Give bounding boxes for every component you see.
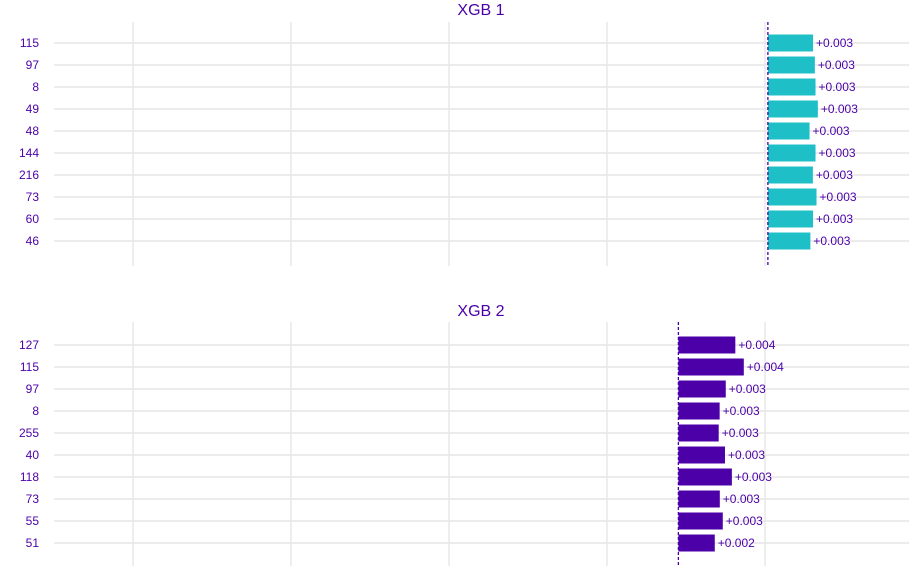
bar (767, 122, 810, 140)
y-tick-label: 8 (32, 404, 39, 418)
y-tick-label: 115 (20, 360, 39, 374)
bar-value-label: +0.003 (735, 470, 772, 484)
y-tick-label: 127 (19, 338, 39, 352)
y-tick-label: 115 (20, 36, 39, 50)
y-tick-label: 8 (32, 80, 39, 94)
y-tick-label: 216 (19, 168, 39, 182)
bar (678, 468, 732, 486)
y-tick-label: 118 (20, 470, 39, 484)
bar-value-label: +0.003 (728, 448, 765, 462)
bar (678, 512, 723, 530)
bar (767, 144, 816, 162)
bar-value-label: +0.002 (718, 536, 755, 550)
bar-value-label: +0.003 (818, 58, 855, 72)
y-tick-label: 55 (26, 514, 40, 528)
bar (767, 166, 813, 184)
bar (767, 78, 816, 96)
bar-value-label: +0.003 (729, 382, 766, 396)
bar (678, 424, 719, 442)
bar-value-label: +0.003 (726, 514, 763, 528)
bar (678, 402, 720, 420)
bar-value-label: +0.003 (820, 190, 857, 204)
bar-value-label: +0.004 (738, 338, 775, 352)
bar (767, 56, 815, 74)
y-tick-label: 97 (26, 58, 40, 72)
bar (767, 188, 817, 206)
bar-value-label: +0.004 (747, 360, 784, 374)
bar (678, 336, 736, 354)
bar (767, 232, 811, 250)
bar-value-label: +0.003 (816, 36, 853, 50)
bar-value-label: +0.003 (819, 146, 856, 160)
bar (767, 100, 818, 118)
bar (767, 210, 814, 228)
bar-value-label: +0.003 (722, 426, 759, 440)
bar-value-label: +0.003 (723, 492, 760, 506)
chart-panel-1: XGB 1 115 +0.003 97 +0.003 8 +0.003 49 +0.003 48 +… (19, 2, 909, 266)
chart-panel-2: XGB 2 127 +0.004 115 +0.004 97 +0.003 8 +0.003 25… (19, 303, 909, 566)
y-tick-label: 97 (26, 382, 40, 396)
bar (678, 446, 725, 464)
y-tick-label: 46 (26, 234, 40, 248)
y-tick-label: 49 (26, 102, 40, 116)
y-tick-label: 48 (26, 124, 40, 138)
y-tick-label: 144 (19, 146, 39, 160)
bar-value-label: +0.003 (816, 168, 853, 182)
y-tick-label: 51 (26, 536, 40, 550)
y-tick-label: 60 (26, 212, 40, 226)
y-tick-label: 255 (19, 426, 39, 440)
bar-value-label: +0.003 (723, 404, 760, 418)
y-tick-label: 73 (26, 492, 40, 506)
y-tick-label: 40 (26, 448, 40, 462)
bar-value-label: +0.003 (813, 124, 850, 138)
y-tick-label: 73 (26, 190, 40, 204)
bar-value-label: +0.003 (819, 80, 856, 94)
bar (767, 34, 814, 52)
bar (678, 490, 720, 508)
chart-title: XGB 2 (457, 303, 504, 320)
bar-value-label: +0.003 (813, 234, 850, 248)
bar (678, 534, 715, 552)
bar (678, 358, 744, 376)
bar (678, 380, 726, 398)
chart-title: XGB 1 (457, 2, 504, 19)
bar-value-label: +0.003 (821, 102, 858, 116)
bar-value-label: +0.003 (816, 212, 853, 226)
